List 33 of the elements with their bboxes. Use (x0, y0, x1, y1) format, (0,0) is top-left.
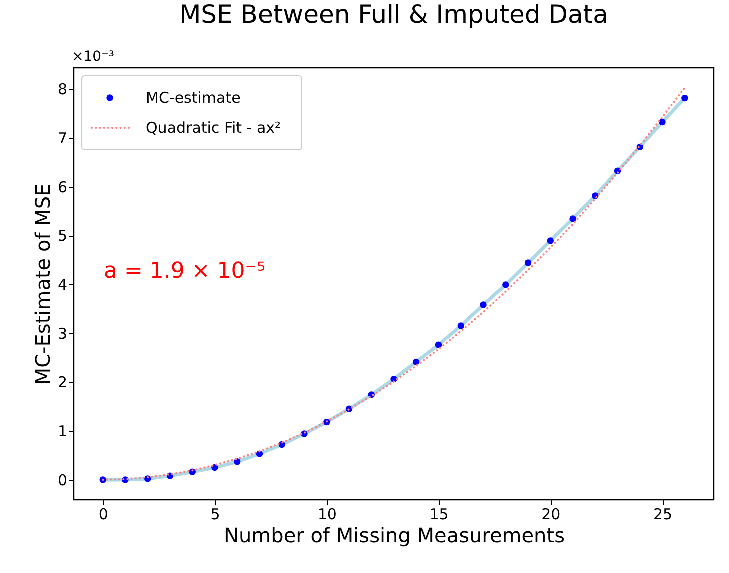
point (682, 94, 688, 102)
point (502, 282, 510, 288)
legend-label: MC-estimate (146, 89, 241, 107)
y-tick-label: 3 (58, 324, 68, 343)
x-tick-label: 5 (210, 506, 220, 524)
x-tick-label: 0 (98, 506, 108, 524)
y-tick-label: 4 (58, 276, 68, 294)
y-tick-label: 2 (58, 374, 68, 392)
x-tick-label: 25 (653, 506, 673, 524)
y-tick-label: 6 (58, 178, 68, 196)
point (458, 322, 464, 330)
legend-label: Quadratic Fit - ax² (146, 119, 282, 137)
y-tick-label: 8 (58, 80, 68, 99)
x-tick-label: 10 (318, 506, 337, 524)
point (234, 458, 241, 466)
point (524, 260, 532, 266)
y-tick-label: 1 (58, 422, 68, 441)
point (547, 238, 554, 244)
point (435, 342, 442, 348)
chart-title: MSE Between Full & Imputed Data (180, 0, 608, 29)
y-tick-label: 7 (58, 129, 68, 148)
point (570, 216, 576, 222)
annotation: a = 1.9 × 10⁻⁵ (104, 259, 266, 284)
point (659, 118, 666, 126)
y-tick-label: 5 (58, 227, 68, 246)
y-axis-title: MC-Estimate of MSE (30, 184, 55, 386)
x-axis-title: Number of Missing Measurements (224, 524, 565, 548)
y-tick-label: 0 (58, 471, 68, 490)
x-tick-label: 20 (542, 506, 561, 524)
x-tick-label: 15 (430, 506, 449, 524)
point (480, 302, 487, 308)
text: ×10⁻³ (72, 49, 115, 65)
point (413, 358, 420, 366)
